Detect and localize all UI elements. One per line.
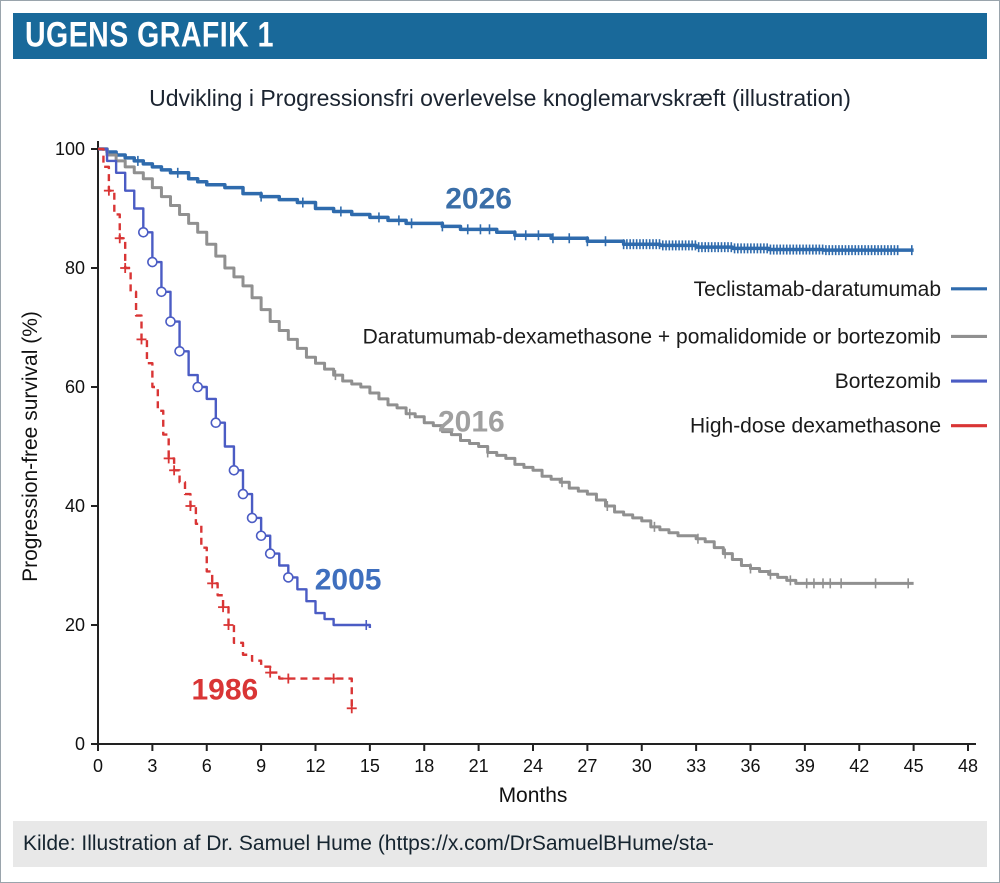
circle-marker: [138, 227, 149, 238]
year-annotation: 2016: [438, 406, 505, 439]
circle-marker: [174, 346, 185, 357]
circle-marker: [228, 464, 240, 476]
circle-marker: [283, 572, 294, 583]
x-axis-title: Months: [499, 784, 568, 807]
circle-marker: [192, 381, 203, 393]
x-tick-label: 15: [360, 756, 380, 776]
series-curve: [98, 147, 914, 585]
legend-label: Teclistamab-daratumumab: [694, 278, 941, 301]
y-tick-label: 60: [65, 377, 85, 397]
circle-marker: [210, 417, 222, 429]
x-tick-label: 9: [256, 756, 266, 776]
x-tick-label: 6: [202, 756, 212, 776]
legend-label: Daratumumab-dexamethasone + pomalidomide…: [363, 325, 941, 348]
y-axis-title: Progression-free survival (%): [19, 311, 42, 582]
circle-marker: [255, 530, 267, 542]
x-tick-label: 27: [577, 756, 597, 776]
legend-label: Bortezomib: [835, 370, 941, 393]
circle-marker: [147, 256, 158, 268]
x-tick-label: 45: [904, 756, 924, 776]
x-tick-label: 12: [305, 756, 325, 776]
x-tick-label: 21: [469, 756, 489, 776]
x-tick-label: 30: [632, 756, 652, 776]
y-tick-label: 40: [65, 496, 85, 516]
x-tick-label: 33: [686, 756, 706, 776]
y-tick-label: 0: [75, 734, 85, 754]
source-bar: Kilde: Illustration af Dr. Samuel Hume (…: [13, 821, 987, 867]
x-tick-label: 24: [523, 756, 543, 776]
year-annotation: 1986: [192, 673, 259, 706]
circle-marker: [237, 488, 249, 500]
x-tick-label: 18: [414, 756, 434, 776]
x-tick-label: 0: [93, 756, 103, 776]
chart-area: 0 20 40 60 80 100 0 3 6 9 12 15 18 21 24 27 30 33 36 39 42 45…: [13, 114, 987, 819]
chart-title: Udvikling i Progressionsfri overlevelse …: [149, 85, 851, 111]
circle-marker: [264, 548, 276, 559]
banner-title: UGENS GRAFIK 1: [25, 15, 274, 55]
y-tick-label: 20: [65, 615, 85, 635]
circle-marker: [165, 316, 176, 327]
year-annotation: 2005: [315, 563, 382, 596]
x-tick-label: 36: [740, 756, 760, 776]
year-annotation: 2026: [445, 183, 512, 216]
series-curve: [98, 147, 372, 628]
x-tick-label: 39: [795, 756, 815, 776]
source-text: Kilde: Illustration af Dr. Samuel Hume (…: [23, 832, 714, 855]
legend-label: High-dose dexamethasone: [690, 415, 941, 438]
circle-marker: [156, 286, 167, 298]
y-tick-label: 80: [65, 258, 85, 278]
header-banner: UGENS GRAFIK 1: [13, 13, 987, 59]
circle-marker: [246, 512, 258, 524]
x-tick-label: 3: [147, 756, 157, 776]
y-tick-label: 100: [55, 139, 85, 159]
x-tick-label: 42: [849, 756, 869, 776]
x-tick-label: 48: [958, 756, 978, 776]
